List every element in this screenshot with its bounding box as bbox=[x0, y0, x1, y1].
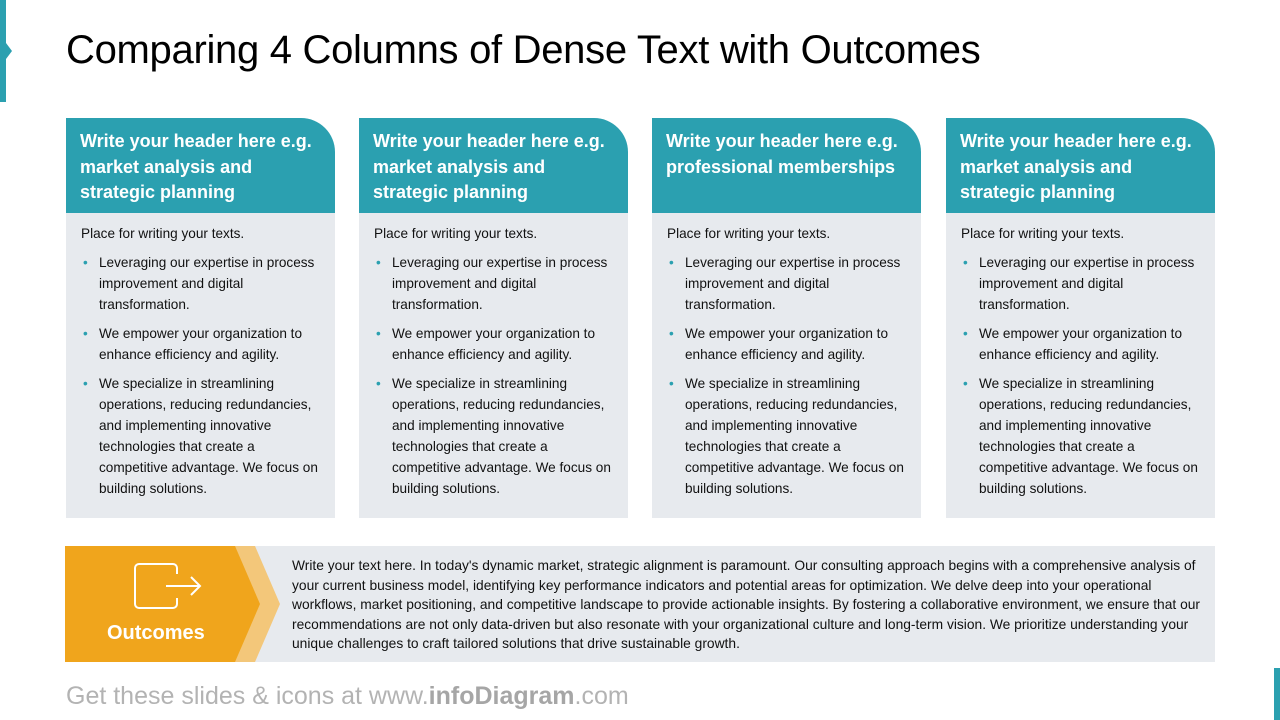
column-body: Place for writing your texts. Leveraging … bbox=[652, 213, 921, 518]
column-body: Place for writing your texts. Leveraging … bbox=[359, 213, 628, 518]
page-title: Comparing 4 Columns of Dense Text with O… bbox=[66, 28, 981, 72]
exit-arrow-icon bbox=[134, 563, 202, 609]
bullet-item: We empower your organization to enhance … bbox=[374, 323, 616, 365]
bullet-item: Leveraging our expertise in process impr… bbox=[667, 252, 909, 315]
column-body: Place for writing your texts. Leveraging … bbox=[66, 213, 335, 518]
bullet-item: Leveraging our expertise in process impr… bbox=[374, 252, 616, 315]
footer-credit: Get these slides & icons at www.infoDiag… bbox=[66, 682, 629, 710]
column-header: Write your header here e.g. market analy… bbox=[66, 118, 335, 213]
column-header: Write your header here e.g. market analy… bbox=[946, 118, 1215, 213]
outcomes-panel: Outcomes Write your text here. In today'… bbox=[65, 546, 1215, 662]
accent-notch bbox=[6, 43, 12, 59]
bullet-item: We specialize in streamlining operations… bbox=[374, 373, 616, 499]
column-header: Write your header here e.g. professional… bbox=[652, 118, 921, 213]
column-4: Write your header here e.g. market analy… bbox=[946, 118, 1215, 518]
bullet-item: Leveraging our expertise in process impr… bbox=[961, 252, 1203, 315]
bullet-item: Leveraging our expertise in process impr… bbox=[81, 252, 323, 315]
bullet-item: We empower your organization to enhance … bbox=[961, 323, 1203, 365]
column-3: Write your header here e.g. professional… bbox=[652, 118, 921, 518]
accent-bar bbox=[0, 0, 6, 102]
outcomes-chevron bbox=[65, 546, 280, 662]
bullet-item: We specialize in streamlining operations… bbox=[81, 373, 323, 499]
outcomes-label: Outcomes bbox=[107, 622, 205, 644]
bullet-item: We empower your organization to enhance … bbox=[667, 323, 909, 365]
column-header: Write your header here e.g. market analy… bbox=[359, 118, 628, 213]
bullet-item: We empower your organization to enhance … bbox=[81, 323, 323, 365]
column-intro: Place for writing your texts. bbox=[374, 226, 538, 241]
column-body: Place for writing your texts. Leveraging … bbox=[946, 213, 1215, 518]
outcomes-text: Write your text here. In today's dynamic… bbox=[292, 558, 1201, 651]
column-intro: Place for writing your texts. bbox=[961, 226, 1125, 241]
column-intro: Place for writing your texts. bbox=[667, 226, 831, 241]
column-1: Write your header here e.g. market analy… bbox=[66, 118, 335, 518]
corner-accent bbox=[1274, 668, 1280, 720]
column-2: Write your header here e.g. market analy… bbox=[359, 118, 628, 518]
bullet-item: We specialize in streamlining operations… bbox=[667, 373, 909, 499]
bullet-item: We specialize in streamlining operations… bbox=[961, 373, 1203, 499]
column-intro: Place for writing your texts. bbox=[81, 226, 245, 241]
